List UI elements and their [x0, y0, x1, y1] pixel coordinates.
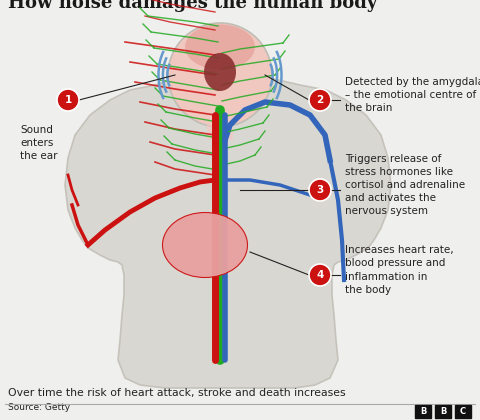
FancyBboxPatch shape [455, 405, 471, 418]
FancyBboxPatch shape [415, 405, 431, 418]
Text: 4: 4 [316, 270, 324, 280]
Text: 1: 1 [64, 95, 72, 105]
Text: Increases heart rate,
blood pressure and
inflammation in
the body: Increases heart rate, blood pressure and… [345, 245, 454, 295]
Circle shape [168, 23, 272, 127]
Text: 3: 3 [316, 185, 324, 195]
Ellipse shape [163, 213, 248, 278]
Text: Sound
enters
the ear: Sound enters the ear [20, 125, 58, 161]
Text: Source: Getty: Source: Getty [8, 403, 70, 412]
Text: B: B [420, 407, 426, 416]
Text: Triggers release of
stress hormones like
cortisol and adrenaline
and activates t: Triggers release of stress hormones like… [345, 154, 465, 216]
Circle shape [309, 179, 331, 201]
Text: C: C [460, 407, 466, 416]
Circle shape [309, 264, 331, 286]
Text: How noise damages the human body: How noise damages the human body [8, 0, 377, 12]
Ellipse shape [204, 53, 236, 91]
Text: 2: 2 [316, 95, 324, 105]
Polygon shape [65, 73, 391, 388]
Circle shape [57, 89, 79, 111]
Bar [207, 105, 233, 140]
Text: B: B [440, 407, 446, 416]
Text: Detected by the amygdala
– the emotional centre of
the brain: Detected by the amygdala – the emotional… [345, 77, 480, 113]
Text: Over time the risk of heart attack, stroke and death increases: Over time the risk of heart attack, stro… [8, 388, 346, 398]
FancyBboxPatch shape [435, 405, 451, 418]
Ellipse shape [185, 24, 255, 69]
Circle shape [309, 89, 331, 111]
